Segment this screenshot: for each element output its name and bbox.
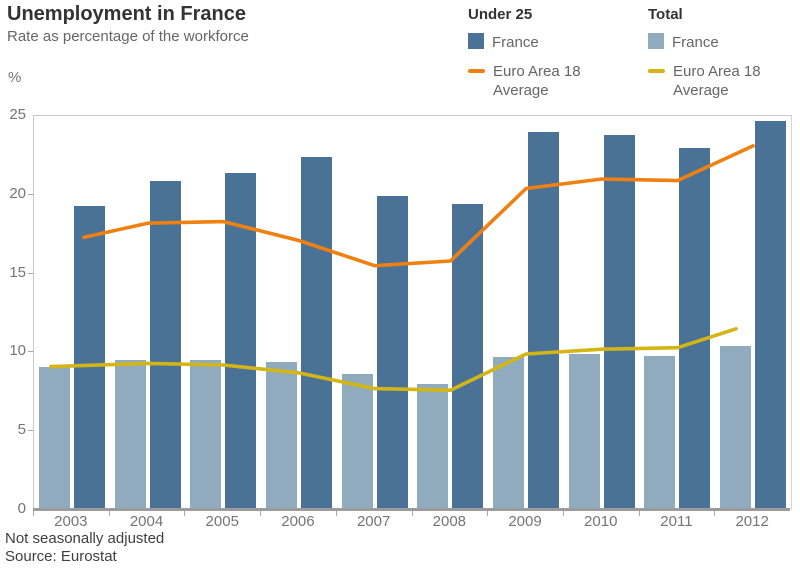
- x-axis-year-label: 2009: [508, 513, 542, 530]
- legend-item-france-total: France: [648, 33, 775, 52]
- legend-heading-under-25: Under 25: [468, 6, 533, 23]
- x-axis-tick: [184, 511, 186, 516]
- bar-france-total-2012: [720, 346, 752, 510]
- x-axis-tick: [562, 511, 564, 516]
- legend-label: Euro Area 18 Average: [493, 63, 581, 99]
- chart-plot-area: [33, 115, 792, 510]
- legend-heading-total: Total: [648, 6, 683, 23]
- bar-france-under25-2007: [376, 196, 408, 510]
- bar-france-under25-2006: [300, 156, 332, 510]
- euro-area-total-line: [49, 327, 738, 393]
- euro-area-under25-line: [82, 144, 755, 268]
- y-axis-tick: [28, 193, 33, 195]
- bar-france-under25-2010: [603, 134, 635, 510]
- bar-france-total-2011: [644, 355, 676, 510]
- y-axis-tick: [28, 430, 33, 432]
- x-axis-tick: [714, 511, 716, 516]
- legend-under-25: Under 25 France Euro Area 18 Average: [468, 6, 595, 110]
- page-title: Unemployment in France: [7, 3, 246, 25]
- bar-france-under25-2003: [73, 205, 105, 510]
- legend-total: Total France Euro Area 18 Average: [648, 6, 775, 110]
- x-axis-year-label: 2006: [281, 513, 315, 530]
- y-axis-unit-label: %: [8, 69, 22, 86]
- x-axis-tick: [487, 511, 489, 516]
- legend-item-france-under25: France: [468, 33, 595, 52]
- bar-france-under25-2004: [149, 180, 181, 510]
- euro-under25-line-swatch-icon: [468, 69, 485, 73]
- y-axis-tick-label: 0: [17, 500, 26, 517]
- x-axis-year-label: 2008: [432, 513, 467, 530]
- x-axis-tick: [108, 511, 110, 516]
- x-axis-tick: [260, 511, 262, 516]
- y-axis-tick: [28, 272, 33, 274]
- x-axis-tick: [33, 511, 34, 516]
- page-subtitle: Rate as percentage of the workforce: [7, 28, 249, 45]
- x-axis-year-label: 2007: [356, 513, 391, 530]
- source-credit: Source: Eurostat: [5, 548, 117, 565]
- france-total-swatch-icon: [648, 33, 664, 49]
- legend-label: France: [672, 34, 719, 51]
- bar-france-total-2007: [341, 374, 373, 510]
- legend-item-euro-total: Euro Area 18 Average: [648, 62, 775, 100]
- bar-france-under25-2011: [679, 147, 711, 510]
- euro-total-line-swatch-icon: [648, 69, 665, 73]
- bar-france-total-2008: [417, 383, 449, 510]
- legend-item-euro-under25: Euro Area 18 Average: [468, 62, 595, 100]
- bar-france-total-2006: [265, 361, 297, 510]
- y-axis-tick-label: 20: [9, 184, 26, 202]
- y-axis-tick-label: 15: [9, 263, 26, 281]
- bar-france-under25-2012: [755, 120, 787, 510]
- y-axis-tick: [28, 351, 33, 353]
- y-axis-tick-label: 25: [9, 106, 26, 123]
- bar-france-total-2003: [38, 366, 70, 510]
- x-axis-baseline: [33, 508, 790, 511]
- x-axis-year-label: 2005: [205, 513, 239, 530]
- bar-france-under25-2009: [528, 131, 560, 510]
- bar-france-total-2005: [190, 360, 222, 510]
- bar-france-total-2004: [114, 360, 146, 510]
- bar-france-total-2010: [568, 353, 600, 510]
- legend-label: France: [492, 34, 539, 51]
- y-axis-tick-label: 5: [17, 421, 26, 439]
- trend-lines-overlay: [49, 144, 755, 393]
- y-axis-tick-label: 10: [9, 342, 26, 360]
- x-axis-year-label: 2004: [129, 513, 164, 530]
- bar-france-total-2009: [493, 357, 525, 510]
- x-axis-year-label: 2010: [584, 513, 618, 530]
- x-axis-year-label: 2003: [54, 513, 88, 530]
- legend-label: Euro Area 18 Average: [673, 63, 761, 99]
- x-axis-tick: [638, 511, 640, 516]
- footnote-seasonal: Not seasonally adjusted: [5, 530, 165, 547]
- x-axis-year-label: 2012: [735, 513, 769, 530]
- x-axis-tick: [335, 511, 337, 516]
- x-axis-year-label: 2011: [660, 513, 693, 530]
- france-under25-swatch-icon: [468, 33, 484, 49]
- x-axis-tick: [411, 511, 413, 516]
